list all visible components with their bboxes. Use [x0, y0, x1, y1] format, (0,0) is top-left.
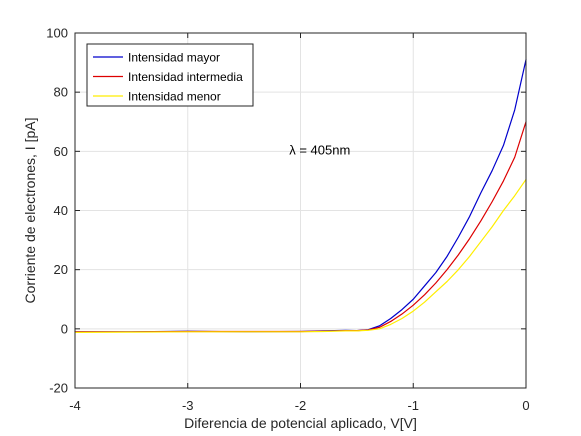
- legend-label-1: Intensidad mayor: [128, 51, 220, 65]
- legend: Intensidad mayor Intensidad intermedia Int…: [86, 43, 254, 107]
- series-line-3: [74, 178, 527, 333]
- wavelength-annotation: λ = 405nm: [289, 142, 350, 157]
- y-tick-label: 0: [61, 321, 68, 336]
- series-layer: [74, 59, 527, 333]
- legend-items: Intensidad mayor Intensidad intermedia Int…: [93, 51, 243, 104]
- y-tick-label: 100: [46, 26, 68, 41]
- y-tick-label: 60: [54, 144, 68, 159]
- x-tick-label: -1: [407, 398, 419, 413]
- x-tick-label: -2: [295, 398, 307, 413]
- legend-label-3: Intensidad menor: [128, 90, 221, 104]
- y-tick-label: 40: [54, 203, 68, 218]
- tick-labels: -4 -3 -2 -1 0 -20 0 20 40 60 80 100: [46, 26, 529, 414]
- y-tick-label: 20: [54, 262, 68, 277]
- y-tick-label: 80: [54, 85, 68, 100]
- y-axis-label: Corriente de electrones, I [pA]: [22, 118, 38, 304]
- x-tick-label: -3: [182, 398, 194, 413]
- x-tick-label: 0: [522, 398, 529, 413]
- x-axis-label: Diferencia de potencial aplicado, V[V]: [184, 415, 417, 431]
- ticks: [74, 32, 527, 389]
- legend-label-2: Intensidad intermedia: [128, 70, 243, 84]
- y-tick-label: -20: [49, 381, 68, 396]
- x-tick-label: -4: [69, 398, 81, 413]
